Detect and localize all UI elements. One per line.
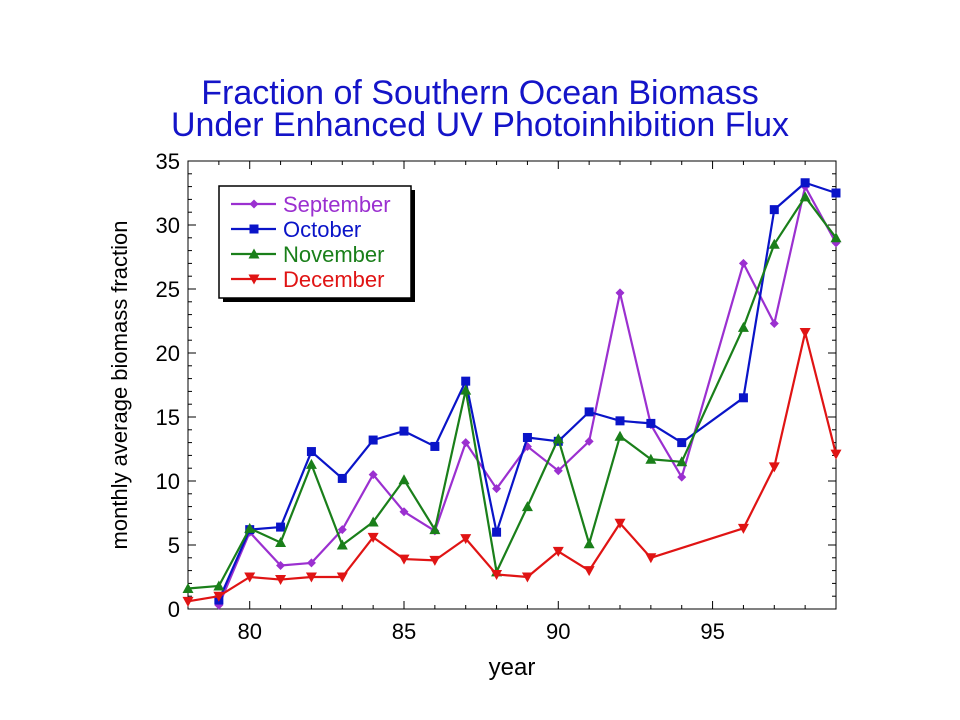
point-october — [769, 205, 779, 215]
series-line-october — [217, 181, 837, 601]
y-tick-label: 30 — [156, 213, 180, 238]
point-november — [336, 539, 348, 550]
point-september — [553, 466, 563, 476]
y-tick-label: 5 — [168, 533, 180, 558]
y-tick-label: 35 — [156, 149, 180, 174]
point-october — [276, 522, 286, 532]
x-tick-label: 90 — [546, 619, 570, 644]
point-september — [769, 319, 779, 329]
point-october — [492, 527, 502, 537]
point-december — [521, 572, 533, 583]
point-september — [399, 507, 409, 517]
point-december — [583, 566, 595, 577]
point-november — [182, 583, 194, 594]
point-december — [429, 555, 441, 566]
legend-marker-october — [249, 224, 259, 234]
legend-marker-december — [248, 274, 260, 285]
point-november — [275, 536, 287, 547]
point-december — [614, 518, 626, 529]
point-december — [737, 523, 749, 534]
point-december — [182, 596, 194, 607]
point-october — [677, 438, 687, 448]
y-tick-label: 0 — [168, 597, 180, 622]
point-september — [461, 438, 471, 448]
point-november — [429, 524, 441, 535]
point-november — [799, 191, 811, 202]
point-december — [830, 449, 842, 460]
point-october — [306, 447, 316, 457]
point-october — [522, 432, 532, 442]
x-tick-label: 85 — [392, 619, 416, 644]
point-october — [646, 418, 656, 428]
point-october — [831, 188, 841, 198]
y-tick-label: 15 — [156, 405, 180, 430]
point-october — [461, 376, 471, 386]
point-october — [800, 178, 810, 188]
point-november — [521, 501, 533, 512]
point-november — [830, 232, 842, 243]
point-december — [336, 572, 348, 583]
legend-marker-september — [249, 199, 259, 209]
point-october — [337, 473, 347, 483]
point-september — [492, 484, 502, 494]
legend-marker-november — [248, 248, 260, 259]
point-december — [491, 569, 503, 580]
point-november — [737, 321, 749, 332]
point-november — [768, 238, 780, 249]
y-tick-label: 10 — [156, 469, 180, 494]
point-december — [213, 591, 225, 602]
point-december — [367, 532, 379, 543]
point-october — [368, 435, 378, 445]
x-axis-label: year — [489, 654, 536, 681]
point-october — [738, 393, 748, 403]
point-september — [276, 560, 286, 570]
series-line-december — [187, 331, 838, 603]
point-october — [430, 441, 440, 451]
point-october — [615, 416, 625, 426]
point-november — [460, 384, 472, 395]
point-november — [398, 474, 410, 485]
plot-frame — [187, 160, 837, 610]
point-september — [584, 436, 594, 446]
point-november — [676, 456, 688, 467]
chart-title: Fraction of Southern Ocean Biomass — [201, 74, 759, 112]
point-september — [677, 472, 687, 482]
point-december — [552, 546, 564, 557]
chart-subtitle: Under Enhanced UV Photoinhibition Flux — [170, 106, 790, 144]
legend-label-december: December — [283, 267, 384, 292]
y-axis-label: monthly average biomass fraction — [107, 221, 132, 550]
point-december — [398, 554, 410, 565]
point-december — [244, 572, 256, 583]
point-november — [305, 458, 317, 469]
x-tick-label: 95 — [700, 619, 724, 644]
point-november — [583, 538, 595, 549]
point-september — [615, 288, 625, 298]
point-december — [768, 462, 780, 473]
legend-label-november: November — [283, 242, 384, 267]
point-december — [645, 553, 657, 564]
legend-label-october: October — [283, 217, 361, 242]
series-line-september — [217, 185, 837, 606]
point-november — [614, 430, 626, 441]
y-tick-label: 20 — [156, 341, 180, 366]
point-december — [799, 328, 811, 339]
y-tick-label: 25 — [156, 277, 180, 302]
point-november — [244, 522, 256, 533]
point-december — [275, 575, 287, 586]
point-september — [306, 558, 316, 568]
point-september — [337, 525, 347, 535]
point-december — [460, 534, 472, 545]
point-october — [399, 426, 409, 436]
point-november — [552, 433, 564, 444]
point-november — [213, 580, 225, 591]
point-november — [367, 516, 379, 527]
x-tick-label: 80 — [237, 619, 261, 644]
point-september — [738, 258, 748, 268]
point-october — [584, 407, 594, 417]
legend-label-september: September — [283, 192, 391, 217]
point-november — [645, 453, 657, 464]
point-september — [368, 470, 378, 480]
point-december — [305, 572, 317, 583]
